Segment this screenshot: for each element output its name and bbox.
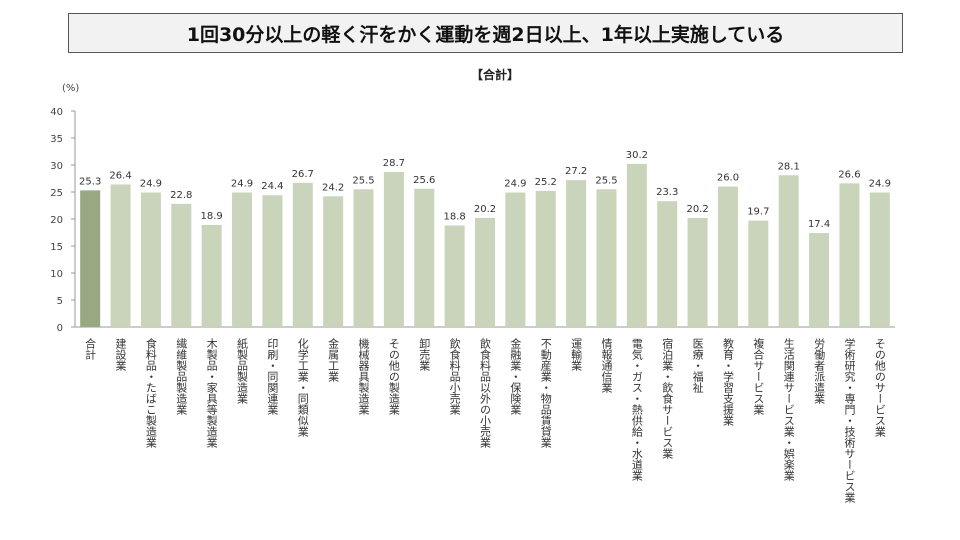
- data-label: 27.2: [565, 166, 587, 177]
- data-label: 28.7: [383, 158, 405, 169]
- bar: [566, 180, 587, 327]
- data-label: 23.3: [656, 187, 678, 198]
- category-label: 労働者派遣業: [813, 337, 826, 404]
- bar: [717, 186, 738, 327]
- bar: [444, 225, 465, 327]
- y-tick-label: 40: [50, 107, 63, 118]
- category-label: 建設業: [114, 337, 127, 371]
- y-axis-label: (%): [62, 83, 79, 94]
- y-tick-label: 35: [50, 134, 63, 145]
- category-label: 印刷・同関連業: [266, 338, 279, 415]
- category-label: 卸売業: [418, 337, 431, 371]
- bar: [748, 220, 769, 327]
- category-label: 医療・福祉: [691, 338, 704, 394]
- data-label: 18.9: [201, 211, 223, 222]
- y-tick-label: 15: [50, 242, 63, 253]
- category-label: 不動産業・物品賃貸業: [539, 338, 552, 448]
- category-label: 宿泊業・飲食サービス業: [661, 337, 674, 459]
- category-label: 運輸業: [570, 338, 583, 371]
- data-label: 30.2: [626, 150, 648, 161]
- data-label: 26.6: [838, 169, 860, 180]
- bar: [383, 172, 404, 327]
- bar: [535, 190, 556, 327]
- data-label: 25.5: [595, 175, 617, 186]
- bar: [110, 184, 131, 327]
- category-label: 学術研究・専門・技術サービス業: [843, 337, 856, 503]
- category-label: 教育・学習支援業: [721, 338, 734, 426]
- bar: [323, 196, 344, 327]
- y-tick-label: 25: [50, 188, 63, 199]
- bar: [596, 189, 617, 327]
- data-label: 26.4: [109, 170, 131, 181]
- data-label: 18.8: [443, 211, 465, 222]
- bar: [626, 163, 647, 327]
- bar: [869, 192, 890, 327]
- bar: [839, 183, 860, 327]
- data-label: 28.1: [778, 161, 800, 172]
- category-label: 化学工業・同類似業: [296, 337, 309, 437]
- category-label: 飲食料品以外の小売業: [479, 337, 492, 448]
- category-label: 情報通信業: [600, 338, 613, 393]
- bar: [292, 182, 313, 327]
- category-label: 飲食料品小売業: [448, 337, 461, 415]
- bar: [171, 203, 192, 327]
- data-label: 25.5: [352, 175, 374, 186]
- category-label: 繊維製品製造業: [175, 338, 188, 415]
- category-label: 複合サービス業: [752, 337, 765, 415]
- bar: [475, 217, 495, 327]
- data-label: 24.9: [504, 179, 526, 190]
- category-label: 合計: [84, 337, 97, 361]
- data-label: 22.8: [170, 190, 192, 201]
- data-label: 20.2: [686, 204, 708, 215]
- category-label: 電気・ガス・熱供給・水道業: [630, 338, 643, 481]
- bar: [657, 201, 678, 327]
- y-tick-label: 20: [50, 215, 63, 226]
- y-tick-label: 30: [50, 161, 63, 172]
- category-label: 生活関連サービス業・娯楽業: [782, 337, 795, 481]
- data-label: 17.4: [808, 219, 830, 230]
- bar: [232, 192, 253, 327]
- bar: [505, 192, 526, 327]
- data-label: 24.2: [322, 182, 344, 193]
- category-label: 紙製品製造業: [236, 337, 249, 404]
- bar: [414, 188, 435, 327]
- bar: [809, 233, 830, 327]
- y-tick-label: 10: [50, 269, 63, 280]
- data-label: 24.9: [869, 179, 891, 190]
- category-label: その他の製造業: [387, 338, 400, 415]
- data-label: 24.9: [231, 179, 253, 190]
- bar: [262, 195, 283, 327]
- bar: [140, 192, 161, 327]
- bar: [80, 190, 101, 327]
- chart-title: 1回30分以上の軽く汗をかく運動を週2日以上、1年以上実施している: [68, 13, 903, 53]
- data-label: 25.6: [413, 175, 435, 186]
- bar: [201, 224, 222, 327]
- data-label: 25.3: [79, 176, 101, 187]
- data-label: 24.9: [140, 179, 162, 190]
- category-label: 機械器具製造業: [357, 337, 370, 415]
- data-label: 24.4: [261, 181, 283, 192]
- data-label: 19.7: [747, 207, 769, 218]
- category-label: 食料品・たばこ製造業: [144, 337, 157, 448]
- data-label: 26.0: [717, 173, 739, 184]
- y-tick-label: 0: [57, 323, 63, 334]
- chart-subtitle: 【合計】: [471, 67, 519, 82]
- category-label: その他のサービス業: [873, 338, 886, 437]
- bar: [353, 189, 374, 327]
- category-label: 金融業・保険業: [509, 337, 522, 415]
- data-label: 20.2: [474, 204, 496, 215]
- data-label: 26.7: [292, 169, 314, 180]
- category-label: 金属工業: [327, 337, 340, 382]
- bar: [778, 175, 799, 327]
- bar: [687, 217, 708, 327]
- data-label: 25.2: [535, 177, 557, 188]
- y-tick-label: 5: [57, 296, 63, 307]
- category-label: 木製品・家具等製造業: [205, 338, 218, 448]
